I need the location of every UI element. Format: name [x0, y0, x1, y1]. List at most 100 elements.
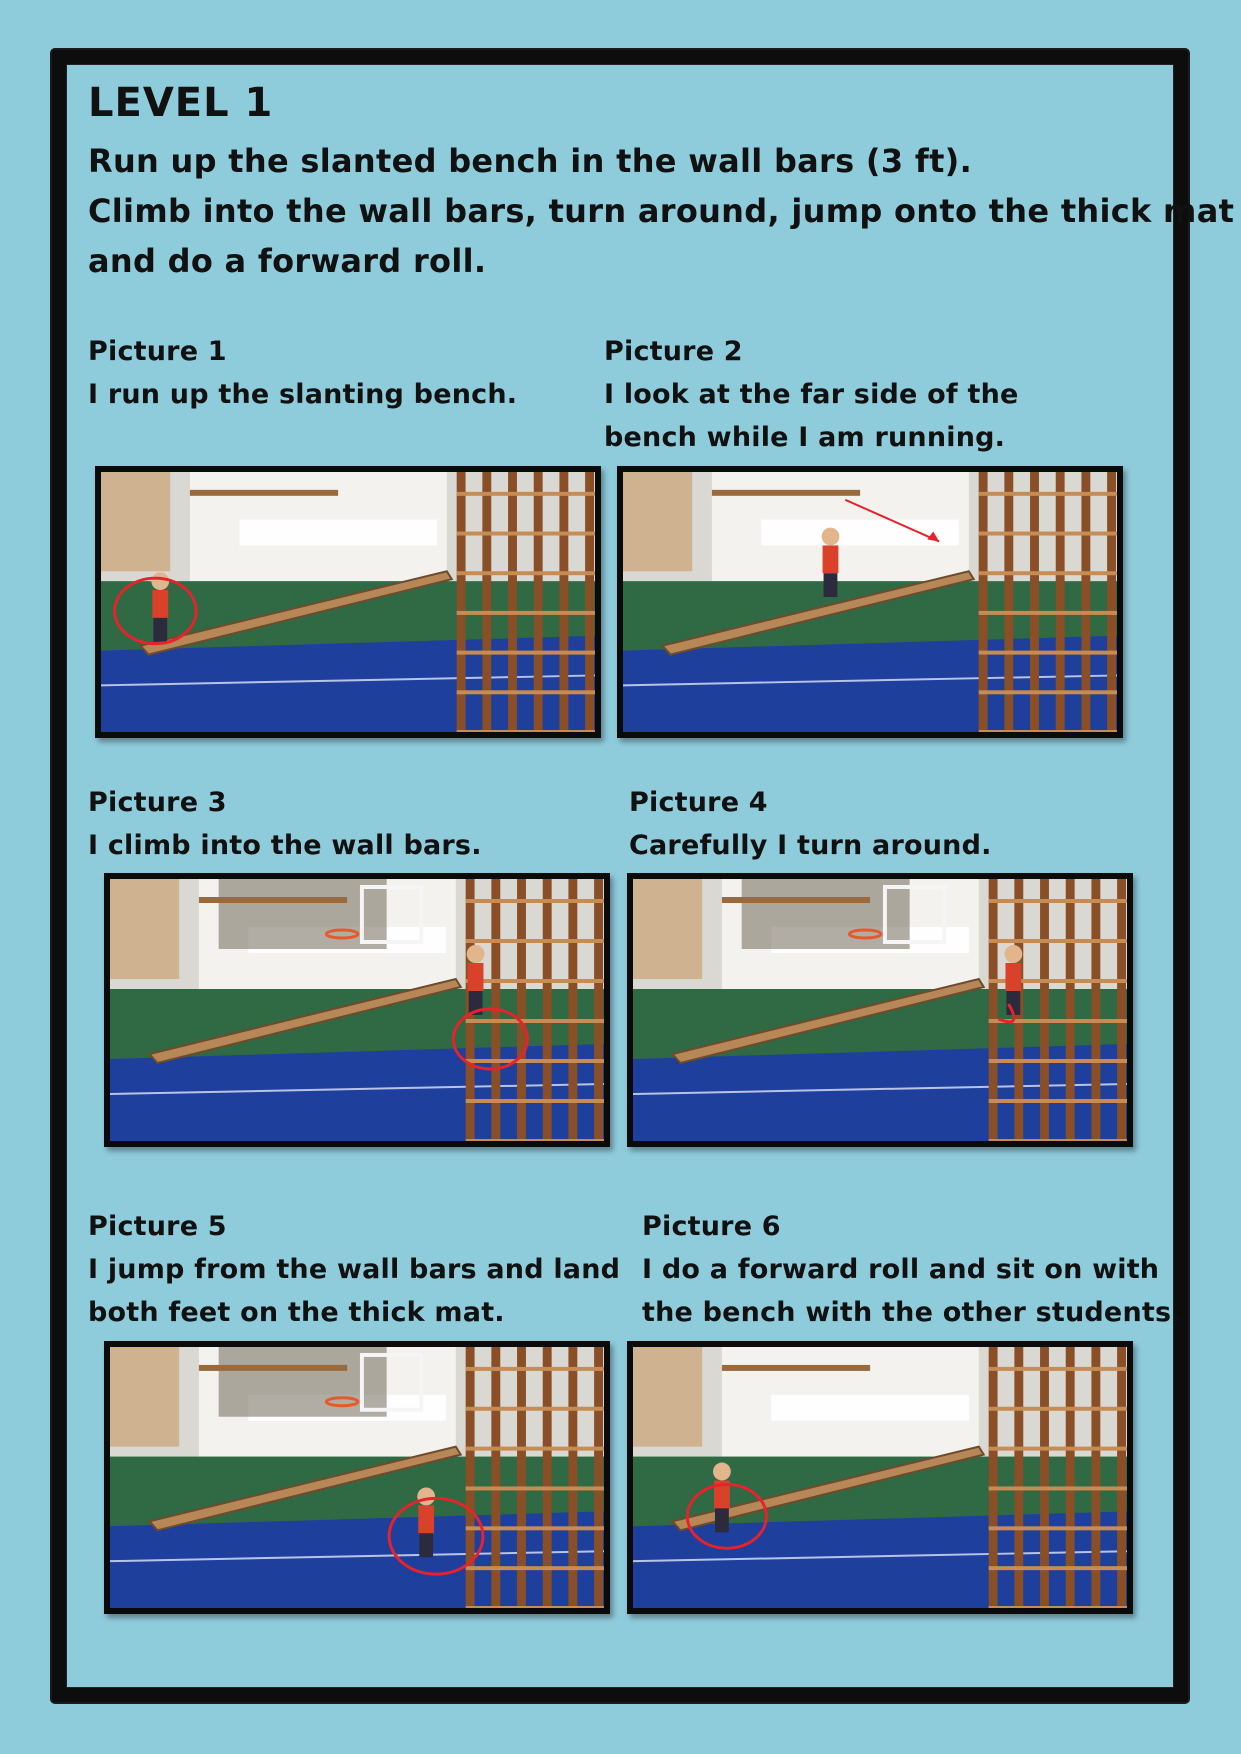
picture-text: I jump from the wall bars and land — [88, 1254, 621, 1285]
wall-bar-rung — [465, 1139, 604, 1141]
child-head — [151, 572, 170, 591]
slanted-bench — [670, 1445, 986, 1532]
child-figure — [466, 945, 485, 1015]
backboard — [882, 885, 947, 944]
wall-bar-post — [568, 879, 578, 1141]
wall-bar-post — [594, 1347, 604, 1608]
gym-scene-image — [110, 1347, 604, 1608]
gym-scene-image — [101, 472, 595, 732]
wall-bar-rung — [465, 1486, 604, 1491]
wall-bar-rung — [988, 979, 1127, 983]
wall-bar-rung — [465, 979, 604, 983]
wall-bar-rung — [988, 1566, 1127, 1571]
gym-scene-image — [623, 472, 1117, 732]
wall-bar-post — [1040, 879, 1049, 1141]
slanted-bench — [147, 1445, 463, 1532]
slanted-bench — [660, 570, 976, 656]
wall-bar-rung — [465, 1406, 604, 1411]
wall-bar-post — [482, 472, 492, 732]
wall-bar-post — [988, 1347, 998, 1608]
highlight-circle — [387, 1496, 485, 1576]
child-figure — [151, 572, 170, 642]
backboard — [359, 1352, 424, 1412]
wall-bar-post — [465, 1347, 475, 1608]
climbing-rack — [110, 879, 180, 979]
wall-bar-rung — [988, 1019, 1127, 1023]
wall-bar-post — [594, 879, 604, 1141]
wall-bar-post — [1004, 472, 1014, 732]
child-head — [821, 527, 840, 546]
wall-bar-rung — [465, 1019, 604, 1023]
wall-bar-post — [1117, 1347, 1127, 1608]
wall-bar-rung — [465, 1526, 604, 1531]
wall-bar-rung — [978, 491, 1117, 496]
child-head — [713, 1462, 731, 1481]
turn-arrow — [998, 1003, 1016, 1024]
level-instructions: Run up the slanted bench in the wall bar… — [88, 136, 1234, 286]
wall-bar-post — [1065, 879, 1075, 1141]
instruction-line: and do a forward roll. — [88, 242, 487, 280]
wall-bar-post — [491, 1347, 501, 1608]
thick-mat — [633, 1044, 1127, 1141]
wall-bar-post — [542, 1347, 552, 1608]
wall-shelf — [721, 1364, 871, 1371]
picture-text: I run up the slanting bench. — [88, 379, 518, 410]
picture-title: Picture 3 — [88, 787, 227, 818]
wall-bar-rung — [465, 899, 604, 903]
wall-bar-post — [1055, 472, 1065, 732]
wall-bar-post — [517, 879, 526, 1141]
wall-bar-rung — [988, 1526, 1127, 1531]
wall-bar-post — [1091, 879, 1101, 1141]
picture-text: the bench with the other students. — [642, 1297, 1182, 1328]
wall-bar-rung — [978, 531, 1117, 536]
climbing-rack — [110, 1347, 180, 1447]
wall-bar-post — [585, 472, 595, 732]
child-figure — [417, 1487, 436, 1558]
wall-bar-rung — [465, 1606, 604, 1608]
highlight-circle — [451, 1007, 529, 1071]
child-head — [1004, 945, 1023, 963]
wall-bar-rung — [978, 690, 1117, 695]
wall-bar-rung — [456, 571, 595, 576]
wall-bars — [456, 472, 595, 732]
child-shirt — [152, 590, 169, 618]
wall-bar-rung — [456, 730, 595, 732]
child-head — [417, 1487, 436, 1506]
wall-bar-rung — [978, 730, 1117, 732]
child-shirt — [418, 1505, 435, 1534]
wall-shelf — [711, 489, 861, 496]
picture-6-caption: Picture 6 I do a forward roll and sit on… — [642, 1205, 1182, 1334]
wall-tiles — [741, 879, 910, 949]
picture-text: I look at the far side of the — [604, 379, 1019, 410]
picture-4-photo — [627, 873, 1133, 1147]
wall-bar-rung — [456, 531, 595, 536]
wall-bar-rung — [978, 571, 1117, 576]
wall-bar-rung — [988, 899, 1127, 903]
child-shirt — [1005, 963, 1022, 991]
instruction-line: Run up the slanted bench in the wall bar… — [88, 142, 973, 180]
picture-title: Picture 4 — [629, 787, 768, 818]
wall-bar-rung — [465, 939, 604, 943]
wall-bar-post — [542, 879, 552, 1141]
wall-bar-post — [988, 879, 998, 1141]
backboard — [359, 885, 424, 944]
picture-3-photo — [104, 873, 610, 1147]
wall-tiles — [218, 1347, 387, 1417]
wall-bar-post — [1081, 472, 1091, 732]
child-figure — [1004, 945, 1023, 1015]
wall-bar-post — [456, 472, 466, 732]
highlight-circle — [113, 576, 198, 646]
slanted-bench — [670, 977, 986, 1065]
wall-bar-rung — [988, 1606, 1127, 1608]
thick-mat — [101, 635, 595, 732]
basket-hoop — [847, 928, 883, 940]
picture-title: Picture 1 — [88, 336, 227, 367]
climbing-rack — [101, 472, 171, 572]
climbing-rack — [633, 1347, 703, 1447]
wall-bar-rung — [456, 650, 595, 655]
wall-bar-post — [517, 1347, 526, 1608]
wall-bar-post — [533, 472, 543, 732]
picture-title: Picture 2 — [604, 336, 743, 367]
level-title: LEVEL 1 — [88, 80, 274, 126]
picture-2-caption: Picture 2 I look at the far side of the … — [604, 330, 1019, 459]
